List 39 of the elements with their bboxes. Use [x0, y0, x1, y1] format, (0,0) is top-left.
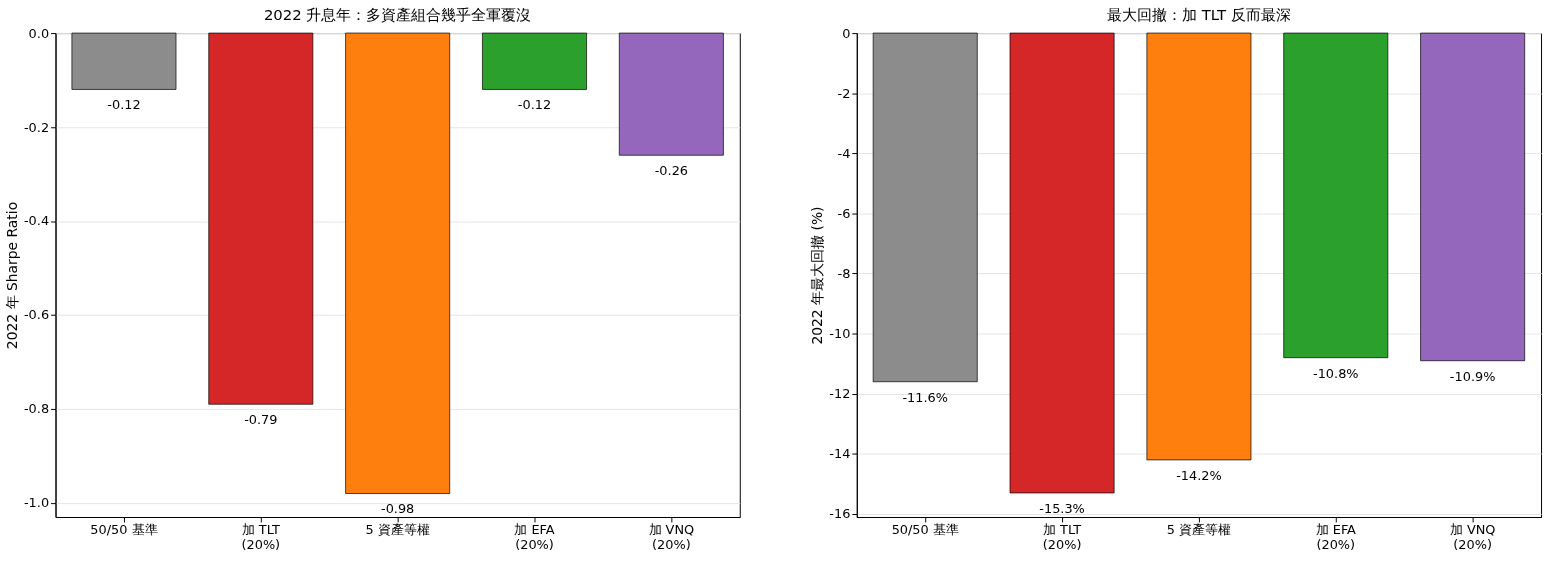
y-tick-label: -0.4: [23, 213, 50, 229]
x-tick-label: 加 TLT (20%): [1042, 522, 1082, 553]
x-tick-label: 加 VNQ (20%): [1449, 522, 1496, 553]
y-tick-label: -4: [837, 145, 851, 161]
data-label: -0.26: [654, 163, 689, 179]
data-label: -15.3%: [1039, 500, 1085, 516]
y-tick-label: -16: [829, 506, 851, 522]
y-tick-label: -1.0: [23, 495, 50, 511]
data-label: -0.79: [244, 412, 278, 428]
y-axis-title: 2022 年最大回撤 (%): [809, 206, 826, 345]
y-tick-label: -6: [837, 205, 851, 221]
data-label: -10.8%: [1313, 365, 1359, 381]
y-tick-label: 0: [842, 25, 851, 41]
x-tick-label: 加 TLT (20%): [241, 522, 281, 553]
x-tick-label: 50/50 基準: [891, 522, 959, 538]
x-tick-label: 加 VNQ (20%): [648, 522, 695, 553]
data-label: -0.98: [380, 501, 415, 517]
y-tick-label: 0.0: [28, 25, 50, 41]
x-tick-label: 加 EFA (20%): [1315, 522, 1357, 553]
chart-title: 最大回撤：加 TLT 反而最深: [1107, 6, 1291, 25]
data-label: -0.12: [107, 97, 141, 113]
y-tick-label: -0.8: [23, 401, 50, 417]
data-label: -14.2%: [1176, 467, 1222, 483]
data-label: -10.9%: [1449, 368, 1496, 384]
y-tick-label: -10: [829, 326, 851, 342]
y-tick-label: -14: [829, 446, 851, 462]
x-tick-label: 加 EFA (20%): [514, 522, 555, 553]
y-axis-title: 2022 年 Sharpe Ratio: [3, 201, 20, 350]
data-label: -11.6%: [902, 389, 948, 405]
y-tick-label: -8: [837, 266, 851, 281]
chart-title: 2022 升息年：多資產組合幾乎全軍覆沒: [263, 6, 532, 25]
x-tick-label: 5 資產等權: [1166, 522, 1232, 538]
x-tick-label: 5 資產等權: [365, 522, 430, 538]
y-tick-label: -0.6: [23, 307, 50, 323]
y-tick-label: -0.2: [23, 119, 50, 135]
y-tick-label: -2: [837, 85, 851, 101]
data-label: -0.12: [517, 97, 552, 113]
y-tick-label: -12: [829, 386, 851, 402]
x-tick-label: 50/50 基準: [90, 522, 158, 538]
